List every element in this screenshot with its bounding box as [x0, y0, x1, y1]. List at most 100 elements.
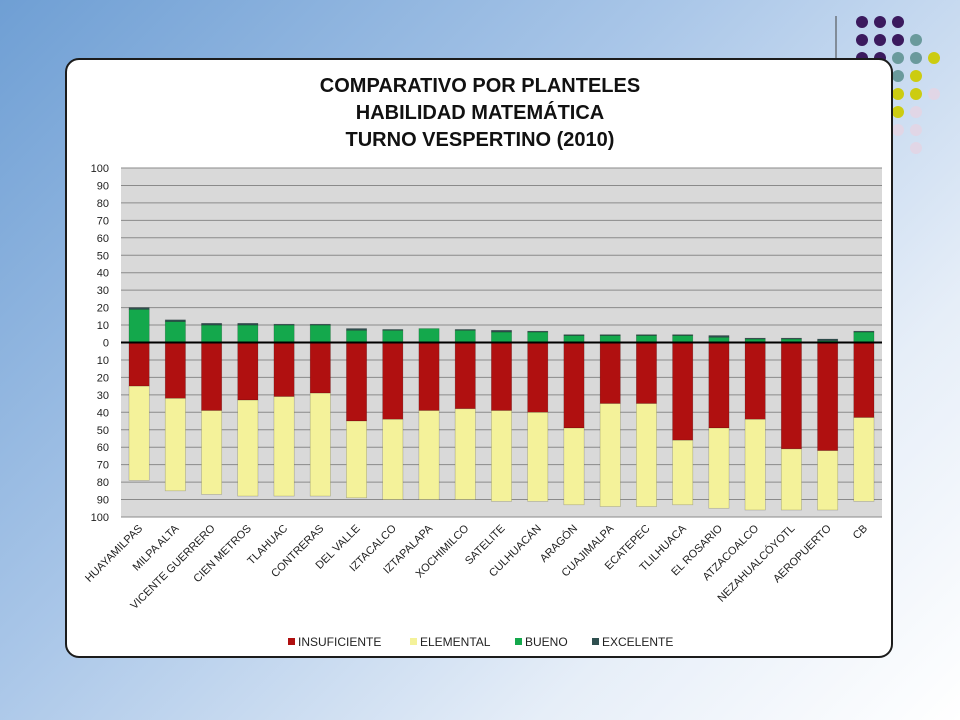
bar-elemental — [418, 410, 440, 500]
bar-elemental — [563, 427, 585, 506]
bar-insuficiente — [418, 342, 440, 411]
bar-insuficiente — [454, 342, 476, 410]
bar-elemental — [672, 439, 694, 506]
bar-insuficiente — [780, 342, 802, 450]
bar-bueno — [201, 324, 223, 343]
bar-elemental — [599, 403, 621, 507]
bar-excelente — [563, 334, 585, 336]
bar-insuficiente — [309, 342, 331, 394]
bar-excelente — [237, 323, 259, 326]
bar-elemental — [708, 427, 730, 509]
y-tick-label: 70 — [97, 215, 109, 227]
x-category-label: CB — [851, 523, 870, 542]
chart-title-line-1: COMPARATIVO POR PLANTELES — [320, 75, 640, 97]
bar-insuficiente — [563, 342, 585, 429]
chart-title: COMPARATIVO POR PLANTELES HABILIDAD MATE… — [320, 75, 640, 151]
y-axis-ticks: 1009080706050403020100102030405060708090… — [91, 163, 109, 524]
y-tick-label: 40 — [97, 268, 109, 280]
bar-excelente — [672, 334, 694, 336]
legend: INSUFICIENTE ELEMENTAL BUENO EXCELENTE — [288, 635, 673, 649]
bar-insuficiente — [491, 342, 512, 411]
bar-excelente — [744, 337, 766, 340]
bar-excelente — [636, 334, 657, 336]
bar-insuficiente — [128, 342, 150, 387]
bar-bueno — [491, 331, 512, 343]
y-tick-label: 30 — [97, 390, 109, 402]
bar-elemental — [128, 385, 150, 481]
chart-title-line-3: TURNO VESPERTINO (2010) — [346, 129, 615, 151]
bar-elemental — [744, 418, 766, 511]
bar-elemental — [164, 398, 186, 492]
bar-insuficiente — [853, 342, 875, 418]
bar-bueno — [418, 328, 440, 343]
bar-insuficiente — [273, 342, 295, 397]
y-tick-label: 50 — [97, 250, 109, 262]
y-tick-label: 70 — [97, 460, 109, 472]
bar-elemental — [780, 448, 802, 511]
bar-bueno — [346, 329, 367, 343]
legend-label-elemental: ELEMENTAL — [420, 635, 491, 649]
legend-swatch-excelente — [592, 638, 599, 645]
bar-elemental — [491, 410, 512, 502]
bar-insuficiente — [636, 342, 657, 404]
bar-elemental — [382, 418, 404, 500]
bar-insuficiente — [817, 342, 839, 451]
bar-excelente — [454, 329, 476, 331]
bar-insuficiente — [237, 342, 259, 401]
legend-swatch-insuficiente — [288, 638, 295, 645]
bar-excelente — [817, 338, 839, 342]
bar-elemental — [527, 411, 549, 502]
x-category-label: HUAYAMILPAS — [83, 523, 145, 585]
bar-elemental — [201, 410, 223, 495]
y-tick-label: 90 — [97, 495, 109, 507]
bar-excelente — [599, 334, 621, 336]
bar-excelente — [273, 323, 295, 326]
bar-elemental — [853, 417, 875, 502]
y-tick-label: 20 — [97, 372, 109, 384]
bar-excelente — [491, 329, 512, 333]
chart-title-line-2: HABILIDAD MATEMÁTICA — [356, 101, 605, 124]
y-tick-label: 40 — [97, 407, 109, 419]
bar-bueno — [237, 324, 259, 343]
bar-excelente — [201, 323, 223, 326]
y-tick-label: 60 — [97, 233, 109, 245]
bar-excelente — [309, 323, 331, 326]
y-tick-label: 30 — [97, 285, 109, 297]
y-tick-label: 100 — [91, 512, 109, 524]
bar-bueno — [527, 331, 549, 343]
legend-label-bueno: BUENO — [525, 635, 568, 649]
bar-elemental — [273, 396, 295, 497]
bar-bueno — [164, 321, 186, 343]
y-tick-label: 80 — [97, 477, 109, 489]
y-tick-label: 50 — [97, 425, 109, 437]
bar-insuficiente — [164, 342, 186, 399]
bar-insuficiente — [527, 342, 549, 413]
bar-insuficiente — [672, 342, 694, 441]
bar-insuficiente — [744, 342, 766, 420]
bar-excelente — [346, 328, 367, 331]
legend-swatch-bueno — [515, 638, 522, 645]
bar-insuficiente — [346, 342, 367, 422]
legend-swatch-elemental — [410, 638, 417, 645]
y-tick-label: 20 — [97, 303, 109, 315]
bars — [128, 307, 875, 511]
bar-bueno — [853, 331, 875, 343]
y-tick-label: 90 — [97, 180, 109, 192]
bar-elemental — [309, 392, 331, 497]
bar-excelente — [780, 337, 802, 340]
y-tick-label: 80 — [97, 198, 109, 210]
y-tick-label: 60 — [97, 442, 109, 454]
bar-excelente — [708, 335, 730, 338]
bar-elemental — [454, 408, 476, 500]
bar-elemental — [817, 450, 839, 511]
bar-insuficiente — [708, 342, 730, 429]
bar-bueno — [273, 324, 295, 343]
bar-elemental — [636, 403, 657, 507]
legend-label-insuficiente: INSUFICIENTE — [298, 635, 381, 649]
bar-insuficiente — [201, 342, 223, 411]
y-tick-label: 0 — [103, 338, 109, 350]
legend-label-excelente: EXCELENTE — [602, 635, 673, 649]
bar-insuficiente — [382, 342, 404, 420]
